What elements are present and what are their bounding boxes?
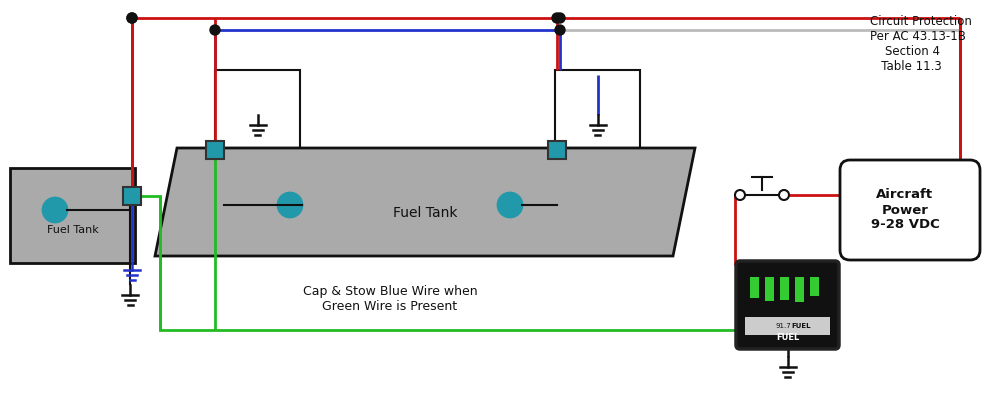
- Circle shape: [43, 198, 67, 222]
- Circle shape: [552, 13, 562, 23]
- Text: 91.7: 91.7: [776, 323, 791, 329]
- Bar: [795, 277, 804, 302]
- Bar: [10, 168, 135, 263]
- FancyBboxPatch shape: [736, 261, 839, 349]
- Bar: [555, 70, 640, 148]
- Text: Circuit Protection
Per AC 43.13-1B
    Section 4
   Table 11.3: Circuit Protection Per AC 43.13-1B Secti…: [870, 15, 972, 73]
- Bar: [750, 277, 759, 298]
- FancyBboxPatch shape: [840, 160, 980, 260]
- Text: Aircraft
Power
9-28 VDC: Aircraft Power 9-28 VDC: [871, 188, 939, 231]
- Circle shape: [555, 25, 565, 35]
- Polygon shape: [155, 148, 695, 256]
- Bar: [206, 141, 224, 159]
- Circle shape: [555, 13, 565, 23]
- Circle shape: [210, 25, 220, 35]
- Text: Fuel Tank: Fuel Tank: [47, 225, 98, 235]
- Text: Cap & Stow Blue Wire when
Green Wire is Present: Cap & Stow Blue Wire when Green Wire is …: [303, 285, 477, 313]
- Circle shape: [498, 193, 522, 217]
- Text: FUEL: FUEL: [792, 323, 811, 329]
- Bar: [780, 277, 789, 300]
- Bar: [765, 277, 774, 301]
- Circle shape: [127, 13, 137, 23]
- Circle shape: [278, 193, 302, 217]
- Bar: [123, 187, 141, 205]
- Circle shape: [127, 13, 137, 23]
- Text: FUEL: FUEL: [776, 332, 799, 342]
- Bar: [548, 141, 566, 159]
- Text: Fuel Tank: Fuel Tank: [393, 206, 457, 220]
- Bar: [745, 317, 830, 335]
- Circle shape: [779, 190, 789, 200]
- Circle shape: [735, 190, 745, 200]
- Bar: [810, 277, 819, 296]
- Bar: [215, 70, 300, 148]
